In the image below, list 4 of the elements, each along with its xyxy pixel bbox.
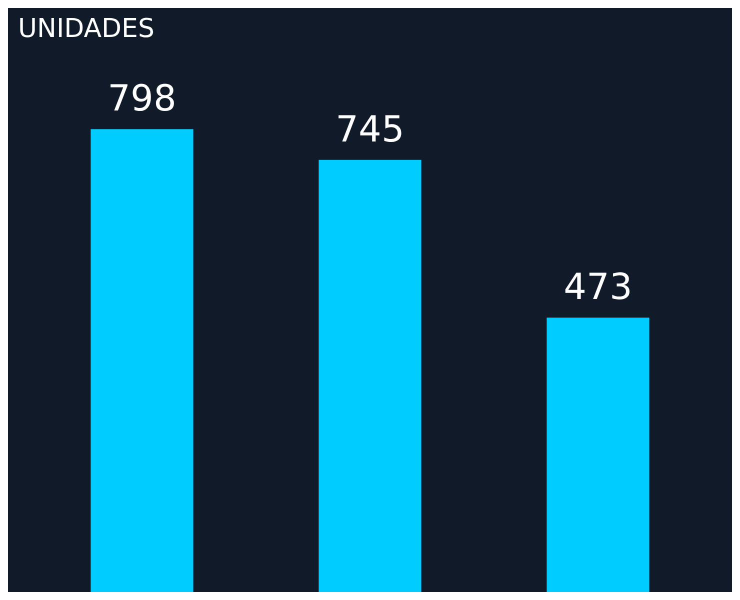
data-label: 798 xyxy=(108,78,176,120)
data-label: 473 xyxy=(564,267,632,308)
data-label: 745 xyxy=(336,109,404,150)
y-axis-title: UNIDADES xyxy=(18,14,154,44)
